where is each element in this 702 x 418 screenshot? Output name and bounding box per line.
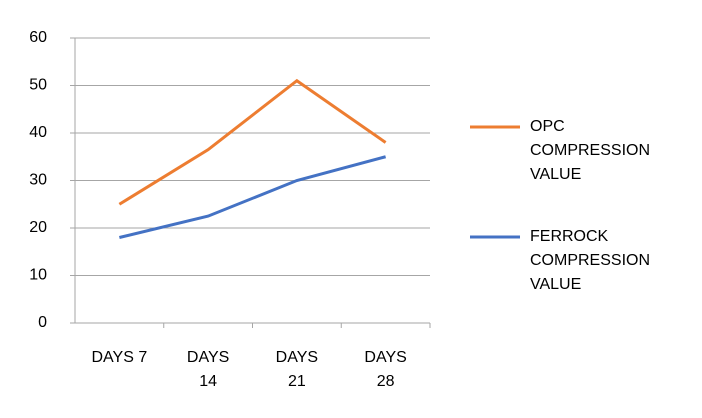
y-tick-label: 0: [38, 314, 47, 331]
legend-label: OPC COMPRESSION VALUE: [530, 115, 655, 187]
y-tick-label: 60: [29, 29, 47, 46]
x-tick-label: DAYS 28: [355, 346, 417, 394]
legend-label: FERROCK COMPRESSION VALUE: [530, 225, 655, 297]
y-tick-label: 30: [29, 172, 47, 189]
x-tick-label: DAYS 21: [266, 346, 328, 394]
y-tick-label: 40: [29, 124, 47, 141]
y-tick-label: 10: [29, 267, 47, 284]
x-tick-label: DAYS 14: [177, 346, 239, 394]
x-tick-label: DAYS 7: [88, 346, 150, 370]
y-tick-label: 20: [29, 219, 47, 236]
y-tick-label: 50: [29, 77, 47, 94]
chart: 0 10 20 30 40 50 60 DAYS 7 DAYS 14 DAYS 21 DAYS 2…: [0, 0, 702, 418]
series-line: [119, 157, 385, 238]
series-line: [119, 81, 385, 205]
